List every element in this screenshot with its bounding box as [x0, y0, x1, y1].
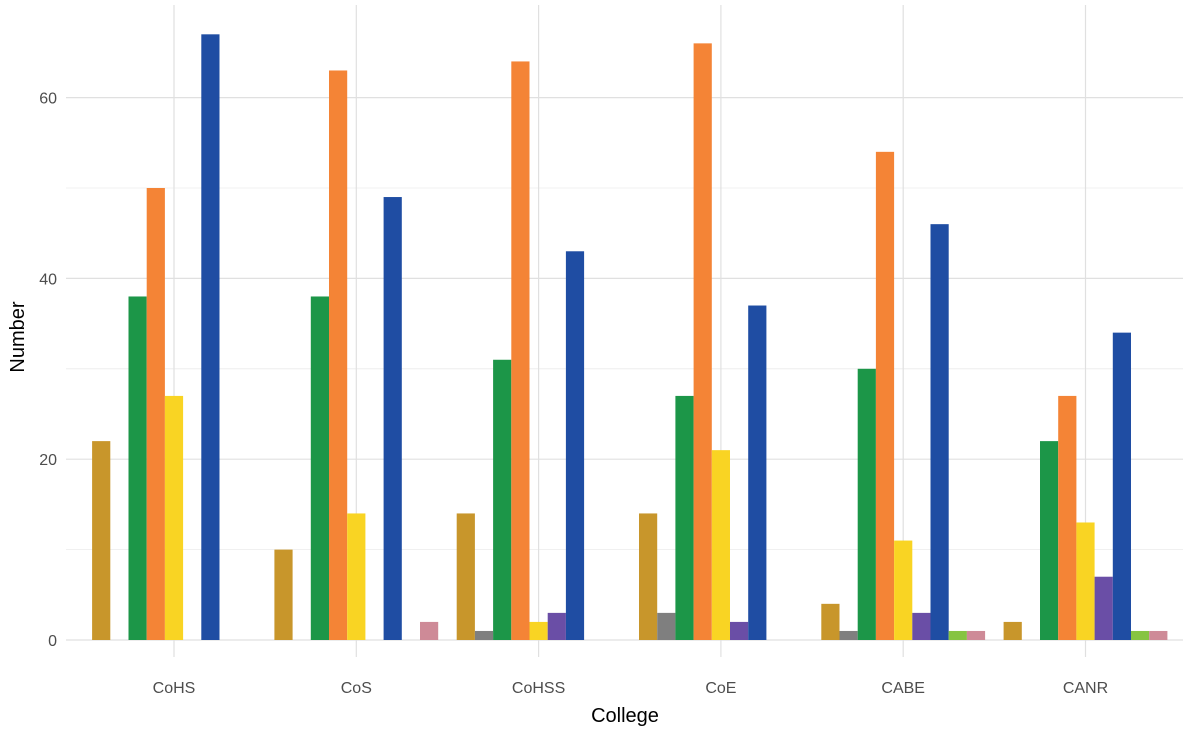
- y-axis-title: Number: [7, 301, 29, 372]
- x-tick-label: CoE: [705, 680, 736, 697]
- bar: [347, 513, 366, 640]
- x-tick-label: CoHSS: [512, 680, 565, 697]
- bar: [657, 612, 676, 640]
- bar: [274, 549, 293, 640]
- x-tick-label: CoHS: [153, 680, 196, 697]
- bar: [839, 630, 858, 640]
- bar: [164, 395, 184, 640]
- bar: [329, 70, 348, 641]
- y-tick-label: 0: [48, 633, 57, 650]
- bar: [1131, 630, 1150, 640]
- bar: [1094, 576, 1113, 640]
- bar: [857, 368, 876, 640]
- bar: [930, 224, 949, 640]
- bar: [912, 612, 931, 640]
- bar: [1076, 522, 1095, 640]
- bars: [92, 34, 1168, 641]
- bar: [310, 296, 329, 640]
- x-tick-label: CANR: [1063, 680, 1108, 697]
- bar: [547, 612, 566, 640]
- bar: [474, 630, 494, 640]
- bar: [201, 34, 220, 640]
- x-tick-label: CABE: [881, 680, 925, 697]
- bar: [821, 603, 840, 640]
- bar: [146, 188, 165, 640]
- bar: [456, 513, 475, 640]
- bar: [128, 296, 147, 640]
- bar: [894, 540, 913, 640]
- bar: [639, 513, 658, 640]
- y-axis-ticks: 0 20 40 60: [39, 91, 57, 650]
- y-tick-label: 20: [39, 452, 57, 469]
- bar: [1040, 441, 1059, 640]
- bar: [748, 305, 767, 640]
- grid: [66, 5, 1183, 657]
- bar: [730, 621, 749, 640]
- bar: [1058, 395, 1077, 640]
- bar: [493, 359, 512, 640]
- bar: [565, 251, 585, 640]
- bar: [693, 43, 712, 641]
- bar: [711, 450, 730, 640]
- bar: [875, 151, 895, 640]
- bar: [420, 621, 439, 640]
- x-axis-ticks: CoHS CoS CoHSS CoE CABE CANR: [153, 680, 1109, 697]
- x-tick-label: CoS: [341, 680, 372, 697]
- bar: [966, 630, 986, 640]
- bar: [1112, 332, 1131, 640]
- bar: [1149, 630, 1168, 640]
- bar: [948, 630, 967, 640]
- bar: [92, 441, 111, 640]
- bar: [383, 197, 402, 641]
- y-tick-label: 40: [39, 271, 57, 288]
- bar: [529, 621, 548, 640]
- bar: [511, 61, 530, 640]
- x-axis-title: College: [591, 705, 659, 727]
- bar: [1003, 621, 1022, 640]
- bar: [675, 395, 694, 640]
- y-tick-label: 60: [39, 91, 57, 108]
